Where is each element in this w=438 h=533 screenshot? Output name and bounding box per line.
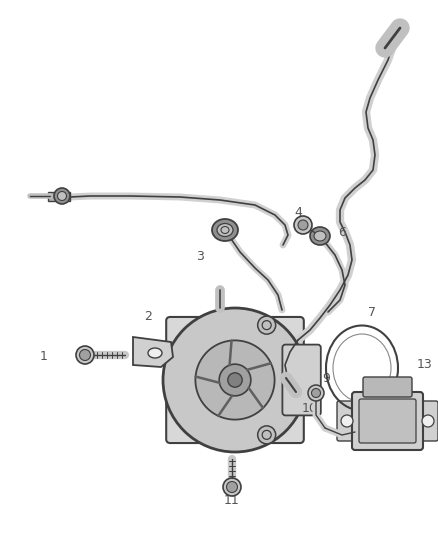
Text: 6: 6 — [338, 225, 346, 238]
Circle shape — [219, 364, 251, 396]
Circle shape — [76, 346, 94, 364]
Circle shape — [226, 481, 237, 492]
Ellipse shape — [314, 231, 326, 241]
Circle shape — [54, 188, 70, 204]
Circle shape — [308, 385, 324, 401]
Bar — [48, 192, 70, 201]
Ellipse shape — [310, 227, 330, 245]
Circle shape — [341, 415, 353, 427]
Text: 11: 11 — [224, 494, 240, 506]
FancyBboxPatch shape — [166, 317, 304, 443]
Text: 4: 4 — [294, 206, 302, 219]
FancyBboxPatch shape — [337, 401, 357, 441]
Polygon shape — [133, 337, 173, 367]
FancyBboxPatch shape — [418, 401, 438, 441]
Circle shape — [195, 341, 275, 419]
FancyBboxPatch shape — [359, 399, 416, 443]
FancyBboxPatch shape — [283, 345, 321, 415]
Circle shape — [298, 220, 308, 230]
Text: 9: 9 — [322, 372, 330, 384]
Circle shape — [311, 389, 321, 398]
Ellipse shape — [217, 223, 233, 237]
Text: 8: 8 — [391, 385, 399, 399]
Ellipse shape — [212, 219, 238, 241]
Circle shape — [57, 191, 67, 200]
Circle shape — [163, 308, 307, 452]
Ellipse shape — [148, 348, 162, 358]
Circle shape — [258, 426, 276, 444]
Text: 7: 7 — [368, 305, 376, 319]
Circle shape — [80, 350, 91, 360]
Text: 3: 3 — [196, 249, 204, 262]
Circle shape — [422, 415, 434, 427]
Text: 10: 10 — [302, 401, 318, 415]
Text: 5: 5 — [314, 225, 322, 238]
FancyBboxPatch shape — [352, 392, 423, 450]
Circle shape — [294, 216, 312, 234]
Circle shape — [228, 373, 242, 387]
Text: 1: 1 — [40, 350, 48, 362]
FancyBboxPatch shape — [363, 377, 412, 397]
Text: 13: 13 — [417, 359, 433, 372]
Circle shape — [223, 478, 241, 496]
Text: 2: 2 — [144, 310, 152, 322]
Circle shape — [258, 316, 276, 334]
